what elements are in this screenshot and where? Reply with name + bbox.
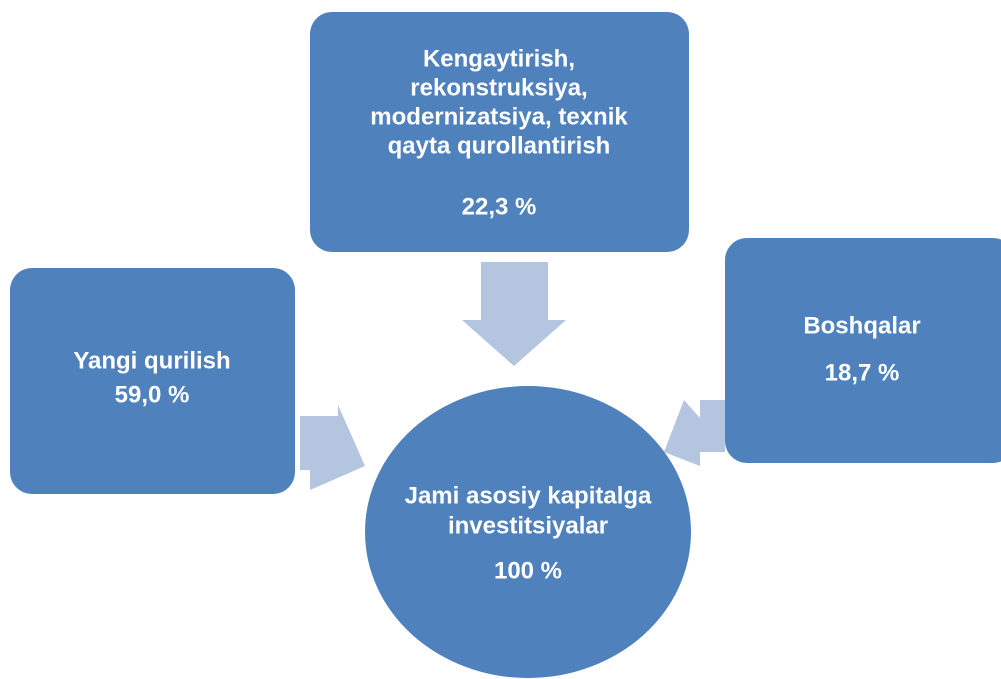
node-value: 18,7 %: [825, 359, 900, 386]
node-label: Yangi qurilish: [73, 347, 230, 374]
arrow-right: [664, 400, 725, 466]
node-box: [10, 268, 295, 494]
node-label: modernizatsiya, texnik: [370, 103, 628, 130]
node-label: investitsiyalar: [448, 512, 608, 539]
node-value: 100 %: [494, 557, 562, 584]
node-value: 22,3 %: [462, 193, 537, 220]
arrow-top: [462, 262, 566, 366]
node-circle: [365, 386, 691, 678]
node-label: Jami asosiy kapitalga: [405, 482, 652, 509]
node-label: rekonstruksiya,: [410, 74, 587, 101]
node-label: Boshqalar: [803, 312, 920, 339]
node-box: [725, 238, 1001, 463]
node-box: [310, 12, 689, 252]
node-value: 59,0 %: [115, 381, 190, 408]
arrow-left: [300, 405, 365, 490]
node-label: qayta qurollantirish: [388, 132, 611, 159]
node-label: Kengaytirish,: [423, 45, 575, 72]
